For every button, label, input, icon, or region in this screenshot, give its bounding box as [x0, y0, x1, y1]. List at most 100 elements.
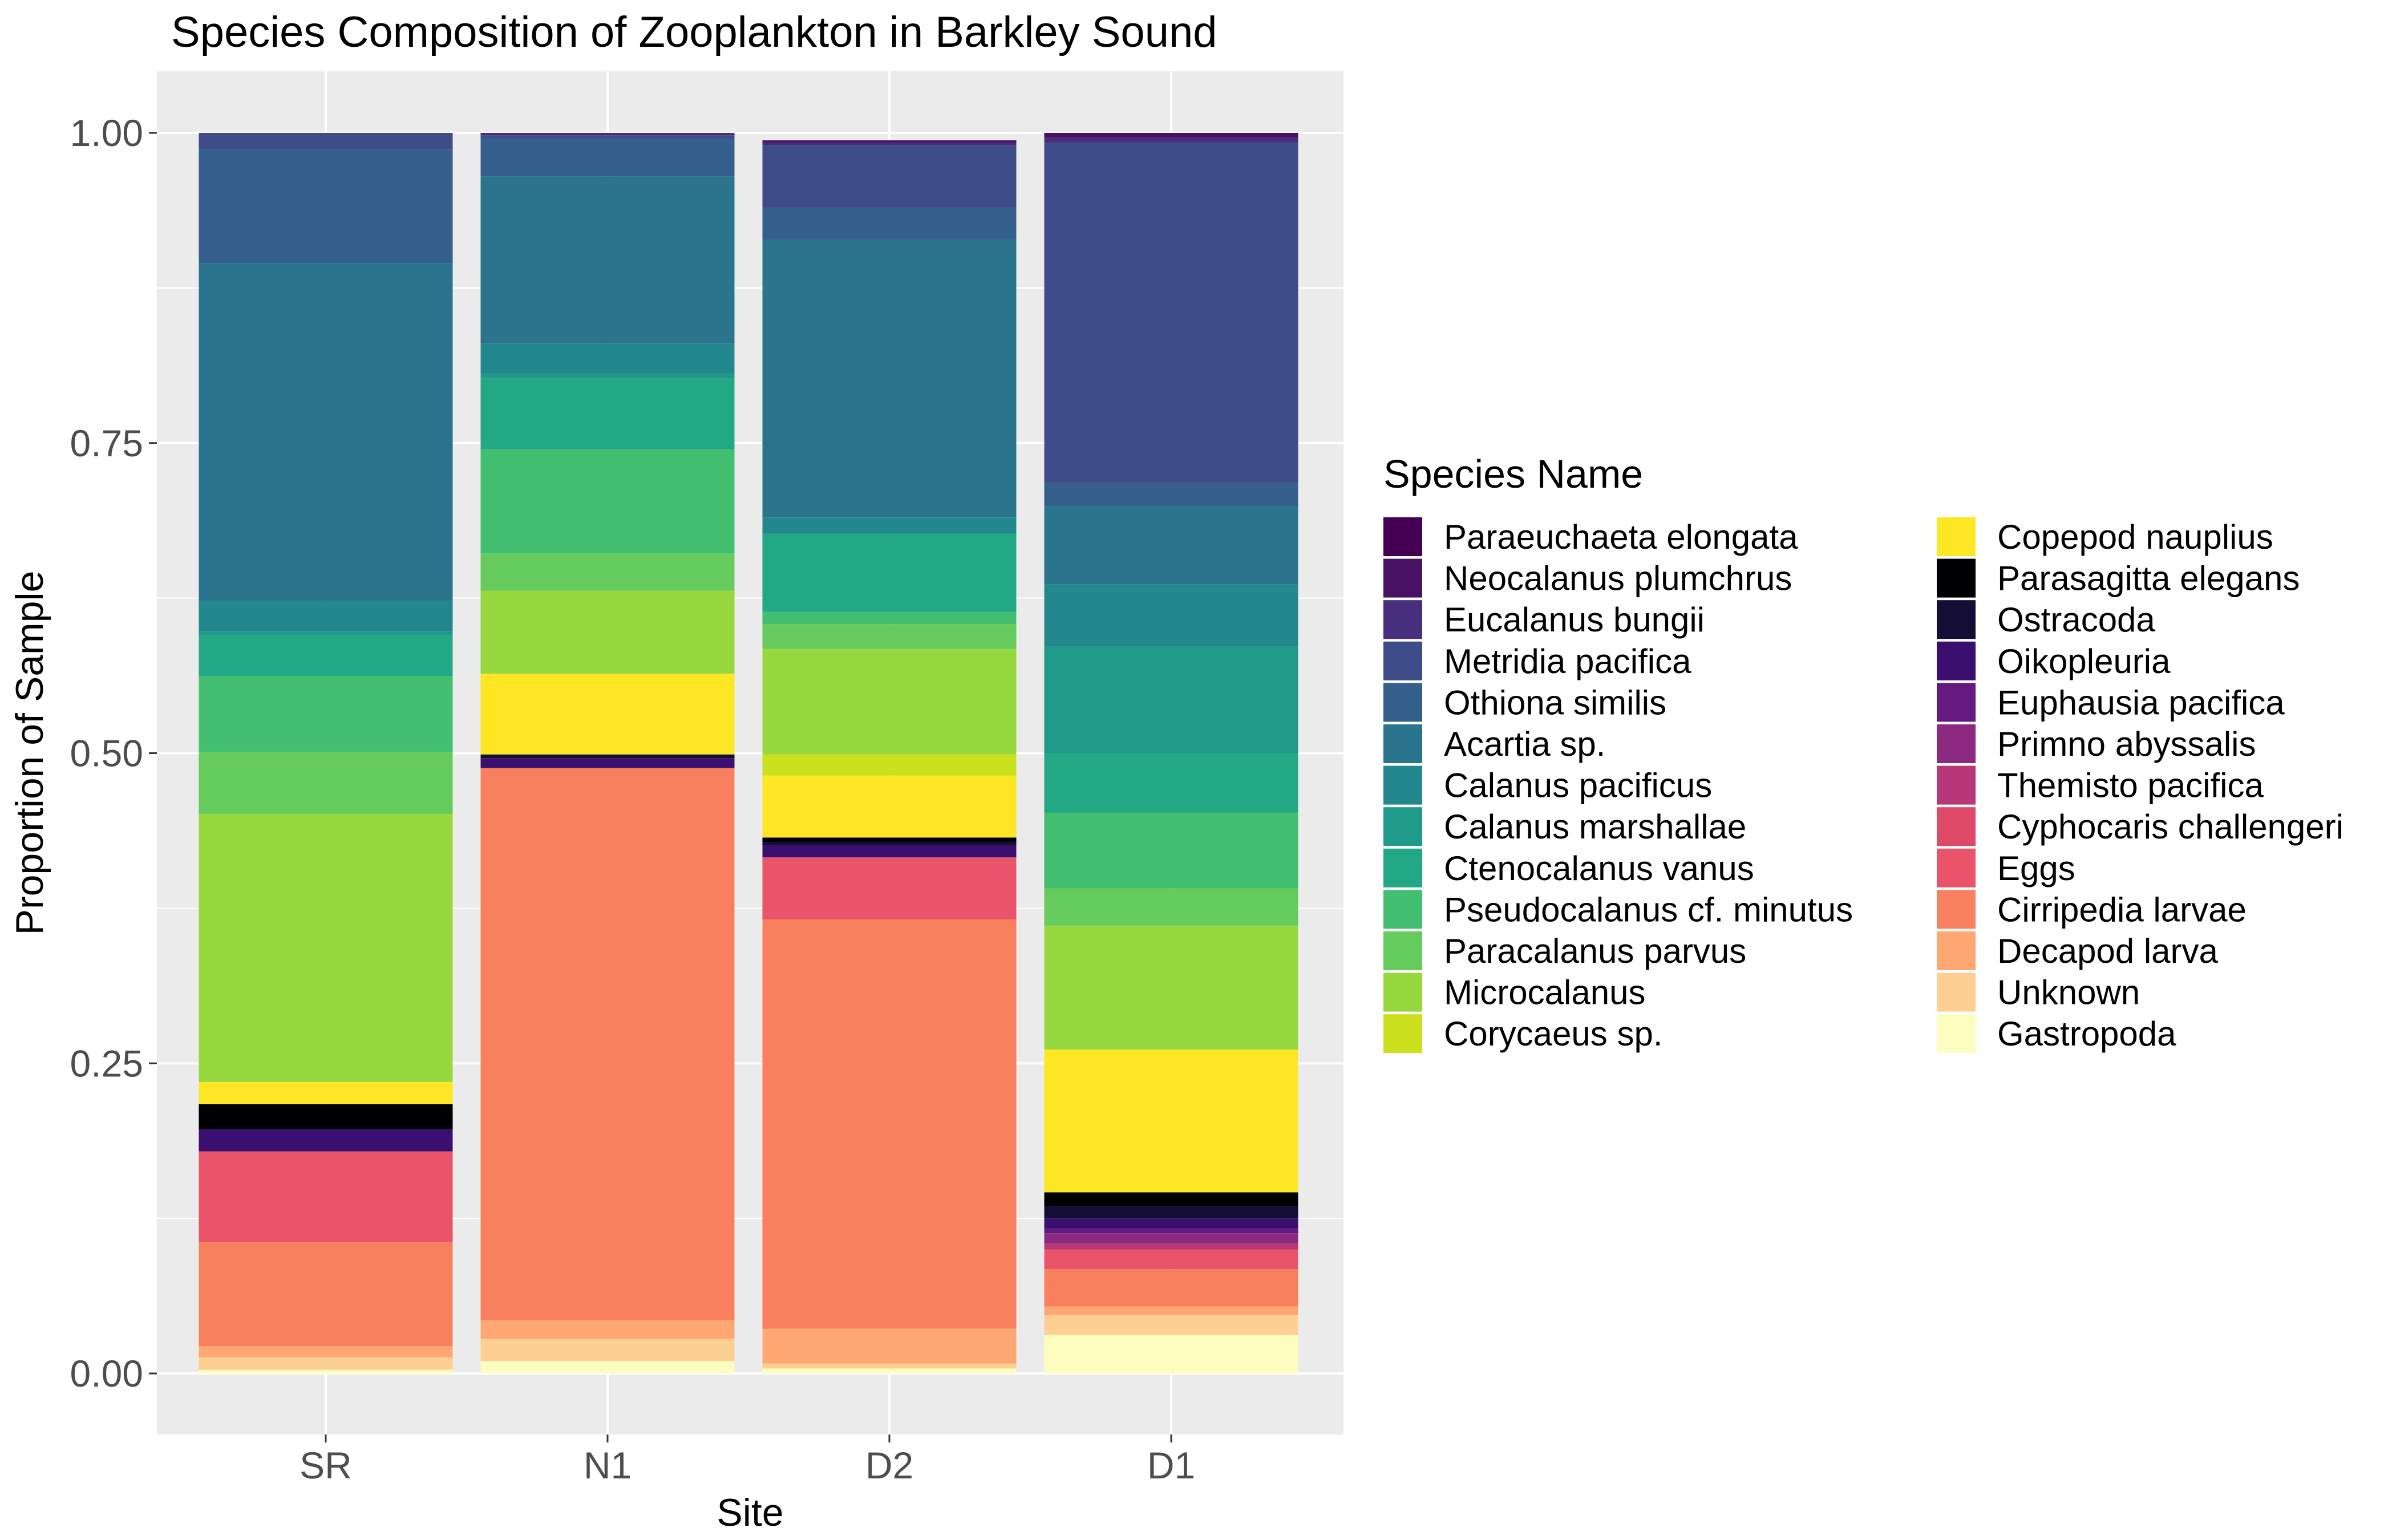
- y-axis: 0.00 0.25 0.50 0.75 1.00: [70, 112, 157, 1395]
- bar-segment: Othiona similis — N1: 0.03: [480, 139, 735, 177]
- bar-segment: Cirripedia larvae — D2: 0.33: [762, 919, 1017, 1329]
- y-tick-label: 0.00: [70, 1352, 143, 1395]
- bar-segment: Metridia pacifica — N1: 0.003: [480, 135, 735, 139]
- bar-segment: Copepod nauplius — N1: 0.065: [480, 674, 735, 755]
- legend-label: Primno abyssalis: [1997, 725, 2256, 763]
- legend-label: Cirripedia larvae: [1997, 890, 2247, 929]
- bar-segment: Pseudocalanus cf. minutus — SR: 0.061: [199, 676, 453, 752]
- legend-label: Cyphocaris challengeri: [1997, 808, 2344, 846]
- legend-key: [1383, 931, 1422, 970]
- legend-label: Euphausia pacifica: [1997, 683, 2285, 722]
- bar-segment: Decapod larva — SR: 0.009: [199, 1346, 453, 1357]
- bar-segment: Parasagitta elegans — D1: 0.011: [1044, 1192, 1298, 1206]
- bar-segment: Calanus pacificus — D1: 0.05: [1044, 584, 1298, 647]
- legend-label: Paraeuchaeta elongata: [1444, 518, 1798, 556]
- legend-label: Themisto pacifica: [1997, 767, 2264, 805]
- legend-key: [1937, 765, 1976, 805]
- bar-segment: Paracalanus parvus — SR: 0.05: [199, 752, 453, 814]
- x-tick-label: D2: [865, 1444, 913, 1486]
- bar-segment: Calanus marshallae — SR: 0.003: [199, 631, 453, 635]
- legend-key: [1383, 600, 1422, 639]
- bar-segment: Ostracoda — D1: 0.01: [1044, 1206, 1298, 1219]
- legend-key: [1937, 931, 1976, 970]
- bar-segment: Ctenocalanus vanus — SR: 0.033: [199, 635, 453, 676]
- bar-segment: Ctenocalanus vanus — D1: 0.048: [1044, 753, 1298, 813]
- bar-segment: Neocalanus plumchrus — D2: 0.002: [762, 140, 1017, 143]
- legend-label: Acartia sp.: [1444, 725, 1605, 763]
- y-tick-label: 0.75: [70, 422, 143, 464]
- bar-segment: Eucalanus bungii — N1: 0.002: [480, 133, 735, 136]
- legend-label: Pseudocalanus cf. minutus: [1444, 890, 1853, 929]
- bar-segment: Decapod larva — D2: 0.028: [762, 1328, 1017, 1364]
- bar-segment: Calanus pacificus — D2: 0.013: [762, 517, 1017, 534]
- bar-segment: Ostracoda — N1: 0.003: [480, 754, 735, 759]
- bar-segment: Pseudocalanus cf. minutus — N1: 0.084: [480, 449, 735, 554]
- bar-segment: Calanus pacificus — N1: 0.024: [480, 343, 735, 374]
- legend-key: [1383, 517, 1422, 556]
- bar-segment: Ctenocalanus vanus — D2: 0.063: [762, 533, 1017, 612]
- bar-segment: Unknown — D1: 0.016: [1044, 1315, 1298, 1335]
- legend-key: [1937, 1014, 1976, 1053]
- bar-segment: Metridia pacifica — D2: 0.05: [762, 145, 1017, 208]
- legend-title: Species Name: [1383, 452, 1643, 496]
- bar-segment: Primno abyssalis — D1: 0.008: [1044, 1233, 1298, 1243]
- legend-label: Othiona similis: [1444, 683, 1666, 722]
- bar-segment: Pseudocalanus cf. minutus — D2: 0.01: [762, 611, 1017, 625]
- bar-segment: Paracalanus parvus — N1: 0.03: [480, 553, 735, 591]
- bar-segment: Calanus marshallae — N1: 0.004: [480, 373, 735, 379]
- y-axis-title: Proportion of Sample: [8, 571, 51, 935]
- legend-label: Calanus pacificus: [1444, 767, 1712, 805]
- bar-segment: Parasagitta elegans — SR: 0.02: [199, 1104, 453, 1129]
- bar-segment: Eucalanus bungii — D1: 0.004: [1044, 137, 1298, 143]
- legend-key: [1383, 724, 1422, 763]
- bar-segment: Ostracoda — D2: 0.002: [762, 842, 1017, 845]
- bar-segment: Acartia sp. — SR: 0.272: [199, 263, 453, 601]
- bar-segment: Paracalanus parvus — D1: 0.03: [1044, 888, 1298, 926]
- bar-segment: Eggs — SR: 0.073: [199, 1151, 453, 1242]
- bars-group: Gastropoda — SR: 0.003Unknown — SR: 0.01…: [199, 133, 1298, 1373]
- legend-key: [1383, 972, 1422, 1012]
- bar-segment: Neocalanus plumchrus — D1: 0.004: [1044, 133, 1298, 138]
- legend-key: [1383, 558, 1422, 598]
- bar-segment: Paracalanus parvus — D2: 0.02: [762, 624, 1017, 649]
- legend-label: Paracalanus parvus: [1444, 932, 1746, 970]
- bar-segment: Unknown — SR: 0.01: [199, 1357, 453, 1370]
- bar-segment: Ctenocalanus vanus — N1: 0.057: [480, 378, 735, 449]
- legend-label: Neocalanus plumchrus: [1444, 560, 1792, 598]
- legend-key: [1937, 890, 1976, 929]
- bar-segment: Eggs — D2: 0.05: [762, 857, 1017, 919]
- legend-key: [1383, 807, 1422, 846]
- bar-segment: Decapod larva — D1: 0.007: [1044, 1306, 1298, 1315]
- legend-label: Copepod nauplius: [1997, 518, 2273, 556]
- y-tick-label: 1.00: [70, 112, 143, 154]
- legend-key: [1383, 848, 1422, 887]
- bar-segment: Oikopleuria — D1: 0.008: [1044, 1218, 1298, 1229]
- bar-segment: Oikopleuria — SR: 0.018: [199, 1129, 453, 1152]
- legend-label: Eucalanus bungii: [1444, 601, 1705, 639]
- bar-segment: Calanus pacificus — SR: 0.025: [199, 600, 453, 632]
- bar-segment: Themisto pacifica — D1: 0.005: [1044, 1243, 1298, 1250]
- bar-segment: Eucalanus bungii — D2: 0.002: [762, 143, 1017, 145]
- bar-segment: Copepod nauplius — D1: 0.115: [1044, 1049, 1298, 1193]
- bar-segment: Acartia sp. — N1: 0.135: [480, 176, 735, 344]
- bar-segment: Eggs — D1: 0.016: [1044, 1249, 1298, 1270]
- bar-segment: Metridia pacifica — D1: 0.274: [1044, 143, 1298, 483]
- bar-segment: Corycaeus sp. — D2: 0.017: [762, 754, 1017, 776]
- legend-key: [1937, 517, 1976, 556]
- legend-label: Calanus marshallae: [1444, 808, 1746, 846]
- legend-key: [1383, 890, 1422, 929]
- legend-label: Unknown: [1997, 974, 2140, 1012]
- legend-key: [1383, 641, 1422, 680]
- bar-segment: Copepod nauplius — D2: 0.05: [762, 775, 1017, 838]
- y-tick-label: 0.25: [70, 1042, 143, 1084]
- y-tick-label: 0.50: [70, 732, 143, 775]
- bar-segment: Copepod nauplius — SR: 0.018: [199, 1081, 453, 1105]
- bar-segment: Acartia sp. — D1: 0.063: [1044, 506, 1298, 585]
- bar-segment: Oikopleuria — D2: 0.01: [762, 845, 1017, 858]
- legend-label: Ctenocalanus vanus: [1444, 849, 1754, 887]
- bar-segment: Gastropoda — D2: 0.004: [762, 1368, 1017, 1373]
- bar-segment: Othiona similis — D2: 0.026: [762, 207, 1017, 240]
- bar-segment: Unknown — N1: 0.018: [480, 1339, 735, 1361]
- bar-segment: Cirripedia larvae — D1: 0.03: [1044, 1269, 1298, 1307]
